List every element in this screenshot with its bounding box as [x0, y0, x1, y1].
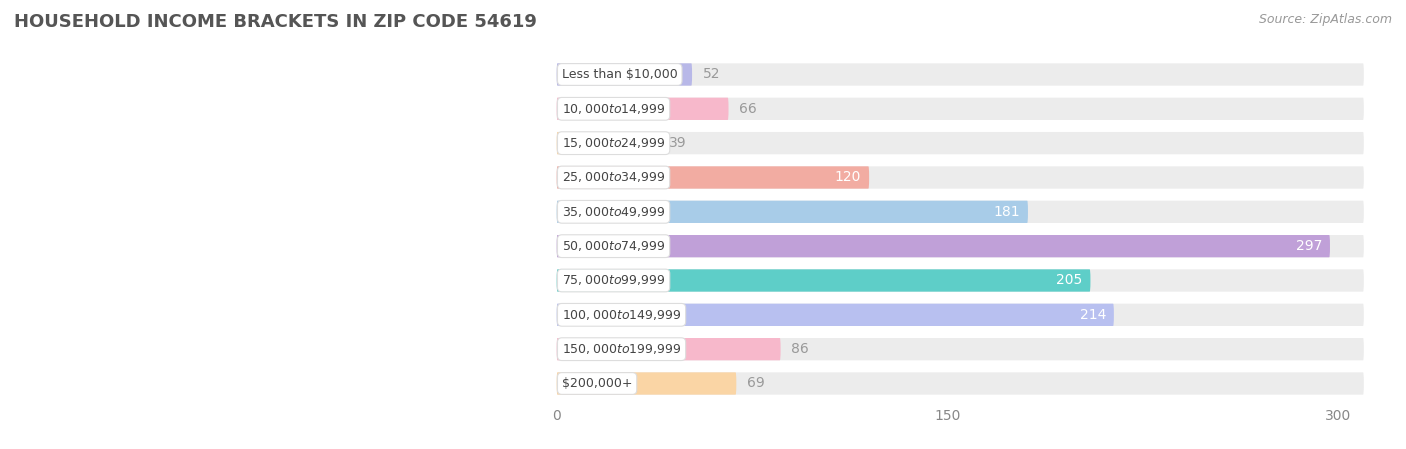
FancyBboxPatch shape	[557, 372, 737, 395]
FancyBboxPatch shape	[557, 304, 1114, 326]
Text: 205: 205	[1056, 273, 1083, 287]
FancyBboxPatch shape	[557, 201, 1364, 223]
Text: $10,000 to $14,999: $10,000 to $14,999	[562, 102, 665, 116]
Text: 214: 214	[1080, 308, 1107, 322]
FancyBboxPatch shape	[557, 97, 728, 120]
FancyBboxPatch shape	[557, 132, 1364, 154]
Text: $100,000 to $149,999: $100,000 to $149,999	[562, 308, 682, 322]
FancyBboxPatch shape	[557, 166, 869, 189]
FancyBboxPatch shape	[557, 338, 1364, 360]
Text: Source: ZipAtlas.com: Source: ZipAtlas.com	[1258, 13, 1392, 26]
Text: 69: 69	[747, 377, 765, 391]
Text: $200,000+: $200,000+	[562, 377, 633, 390]
FancyBboxPatch shape	[557, 372, 1364, 395]
FancyBboxPatch shape	[557, 63, 1364, 86]
FancyBboxPatch shape	[557, 235, 1364, 257]
Text: 297: 297	[1296, 239, 1322, 253]
Text: $50,000 to $74,999: $50,000 to $74,999	[562, 239, 665, 253]
Text: Less than $10,000: Less than $10,000	[562, 68, 678, 81]
FancyBboxPatch shape	[557, 97, 1364, 120]
Text: $150,000 to $199,999: $150,000 to $199,999	[562, 342, 682, 356]
FancyBboxPatch shape	[557, 132, 658, 154]
Text: 181: 181	[994, 205, 1021, 219]
Text: $25,000 to $34,999: $25,000 to $34,999	[562, 171, 665, 185]
Text: 39: 39	[669, 136, 686, 150]
Text: 86: 86	[792, 342, 808, 356]
Text: 120: 120	[835, 171, 862, 185]
Text: $35,000 to $49,999: $35,000 to $49,999	[562, 205, 665, 219]
Text: 52: 52	[703, 67, 720, 81]
Text: $75,000 to $99,999: $75,000 to $99,999	[562, 273, 665, 287]
FancyBboxPatch shape	[557, 269, 1091, 292]
FancyBboxPatch shape	[557, 166, 1364, 189]
FancyBboxPatch shape	[557, 269, 1364, 292]
FancyBboxPatch shape	[557, 201, 1028, 223]
FancyBboxPatch shape	[557, 304, 1364, 326]
FancyBboxPatch shape	[557, 235, 1330, 257]
Text: HOUSEHOLD INCOME BRACKETS IN ZIP CODE 54619: HOUSEHOLD INCOME BRACKETS IN ZIP CODE 54…	[14, 13, 537, 31]
Text: $15,000 to $24,999: $15,000 to $24,999	[562, 136, 665, 150]
FancyBboxPatch shape	[557, 63, 692, 86]
Text: 66: 66	[740, 102, 756, 116]
FancyBboxPatch shape	[557, 338, 780, 360]
